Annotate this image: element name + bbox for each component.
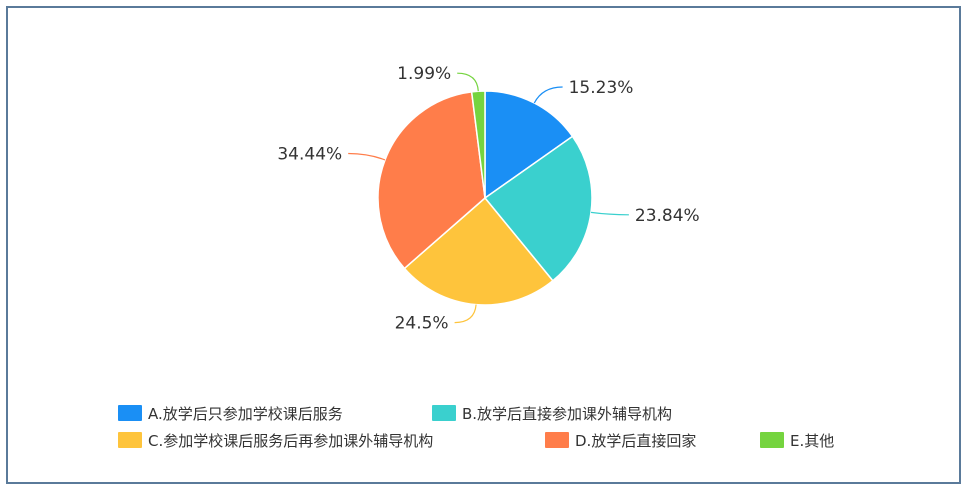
legend-swatch-b: [432, 405, 456, 421]
legend-swatch-e: [760, 432, 784, 448]
legend-item-e[interactable]: E.其他: [760, 432, 834, 450]
data-labels: 15.23% 23.84% 24.5% 34.44% 1.99%: [277, 64, 699, 333]
legend-swatch-d: [545, 432, 569, 448]
data-label-a: 15.23%: [569, 78, 634, 98]
legend-item-c[interactable]: C.参加学校课后服务后再参加课外辅导机构: [118, 432, 433, 450]
pie-slice-e[interactable]: [470, 90, 486, 199]
legend-swatch-c: [118, 432, 142, 448]
legend-label-a: A.放学后只参加学校课后服务: [148, 405, 343, 423]
legend-label-d: D.放学后直接回家: [575, 432, 696, 450]
legend-item-d[interactable]: D.放学后直接回家: [545, 432, 696, 450]
data-label-c: 24.5%: [395, 314, 449, 334]
legend-label-e: E.其他: [790, 432, 834, 450]
data-label-e: 1.99%: [397, 64, 451, 84]
data-label-b: 23.84%: [635, 206, 700, 226]
legend[interactable]: A.放学后只参加学校课后服务 B.放学后直接参加课外辅导机构 C.参加学校课后服务后…: [118, 405, 834, 450]
leader-line-c: [454, 304, 477, 324]
data-label-d: 34.44%: [277, 145, 342, 165]
leader-line-a: [533, 86, 563, 104]
leader-line-d: [348, 152, 386, 161]
legend-item-b[interactable]: B.放学后直接参加课外辅导机构: [432, 405, 672, 423]
leader-line-e: [457, 72, 479, 92]
pie-slices: [377, 90, 593, 306]
leader-line-b: [590, 211, 629, 216]
legend-label-c: C.参加学校课后服务后再参加课外辅导机构: [148, 432, 433, 450]
pie-slice-b[interactable]: [483, 135, 593, 282]
pie-slice-d[interactable]: [377, 91, 486, 270]
pie-slice-a[interactable]: [484, 90, 574, 200]
leader-lines: [348, 72, 629, 324]
legend-swatch-a: [118, 405, 142, 421]
legend-label-b: B.放学后直接参加课外辅导机构: [462, 405, 672, 423]
legend-item-a[interactable]: A.放学后只参加学校课后服务: [118, 405, 343, 423]
